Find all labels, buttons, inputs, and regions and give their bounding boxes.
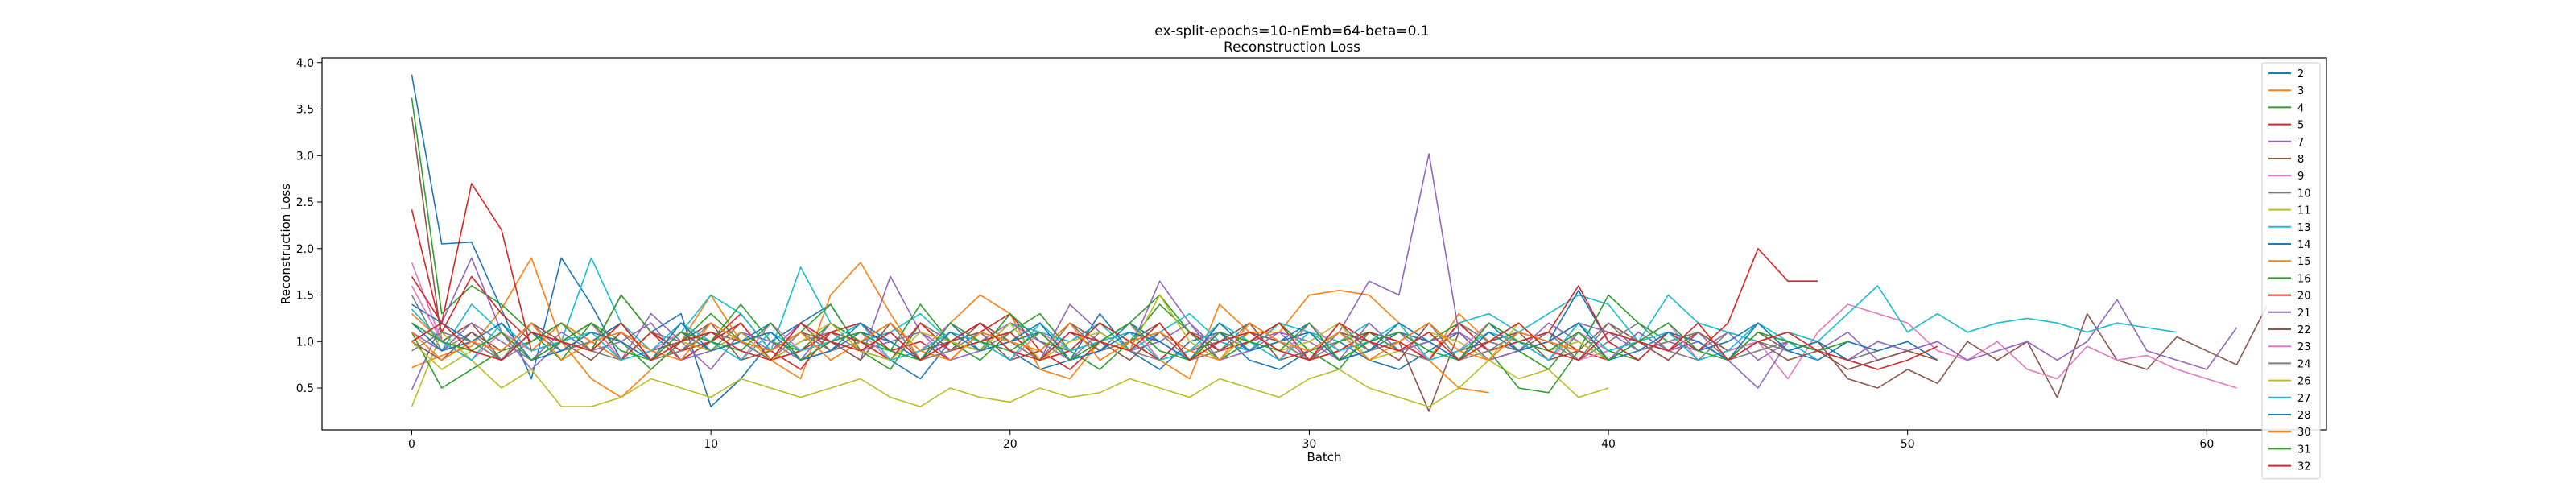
chart-title: ex-split-epochs=10-nEmb=64-beta=0.1	[1154, 23, 1429, 39]
legend-label-16: 16	[2297, 273, 2311, 285]
y-axis: 0.5 1.0 1.5 2.0 2.5 3.0 3.5 4.0	[296, 57, 322, 395]
plot-frame	[321, 57, 2327, 431]
legend-label-5: 5	[2297, 120, 2304, 132]
x-tick-label-10: 10	[704, 438, 718, 451]
series-line-10	[411, 295, 1878, 361]
legend-label-23: 23	[2297, 341, 2311, 353]
legend-label-15: 15	[2297, 256, 2311, 268]
legend-label-32: 32	[2297, 461, 2311, 473]
legend-label-27: 27	[2297, 393, 2311, 405]
series-line-13	[411, 257, 2178, 352]
y-tick-label-6: 3.5	[296, 104, 314, 117]
y-axis-label: Reconstruction Loss	[279, 184, 293, 304]
legend-label-2: 2	[2297, 68, 2304, 80]
y-tick-label-0: 0.5	[296, 382, 314, 395]
legend-label-14: 14	[2297, 239, 2311, 251]
series-line-32	[411, 322, 1938, 370]
x-tick-label-20: 20	[1003, 438, 1018, 451]
x-axis-label: Batch	[1307, 450, 1341, 464]
series-layer	[411, 74, 2268, 412]
series-line-11	[411, 331, 1609, 407]
legend-label-8: 8	[2297, 154, 2304, 166]
series-line-21	[411, 299, 2238, 389]
legend-label-9: 9	[2297, 171, 2304, 183]
series-line-2	[411, 74, 1519, 407]
chart-subtitle: Reconstruction Loss	[1224, 39, 1360, 56]
legend-label-30: 30	[2297, 427, 2311, 439]
y-tick-label-3: 2.0	[296, 243, 314, 256]
legend-label-21: 21	[2297, 308, 2311, 320]
series-line-7	[411, 153, 1908, 390]
y-tick-label-2: 1.5	[296, 290, 314, 303]
series-line-16	[411, 294, 1699, 394]
x-tick-label-0: 0	[408, 438, 415, 451]
series-line-27	[411, 308, 1818, 361]
y-tick-label-5: 3.0	[296, 150, 314, 163]
legend-label-3: 3	[2297, 85, 2304, 97]
x-tick-label-30: 30	[1302, 438, 1317, 451]
x-tick-label-40: 40	[1601, 438, 1616, 451]
legend-label-28: 28	[2297, 410, 2311, 422]
x-tick-label-50: 50	[1901, 438, 1915, 451]
series-line-8	[411, 116, 2268, 412]
legend-label-24: 24	[2297, 358, 2311, 370]
legend-label-11: 11	[2297, 205, 2311, 217]
y-tick-label-1: 1.0	[296, 336, 314, 349]
y-tick-label-7: 4.0	[296, 57, 314, 70]
legend: 2345789101113141516202122232426272830313…	[2261, 62, 2321, 480]
x-tick-label-60: 60	[2199, 438, 2214, 451]
legend-label-31: 31	[2297, 444, 2311, 456]
legend-label-7: 7	[2297, 137, 2304, 149]
legend-label-4: 4	[2297, 102, 2304, 114]
y-tick-label-4: 2.5	[296, 196, 314, 209]
legend-label-20: 20	[2297, 291, 2311, 303]
legend-label-13: 13	[2297, 222, 2311, 234]
x-axis: 0 10 20 30 40 50 60	[408, 430, 2214, 451]
legend-box	[2261, 62, 2321, 480]
series-line-3	[411, 257, 1519, 398]
legend-label-22: 22	[2297, 324, 2311, 336]
legend-label-10: 10	[2297, 188, 2311, 200]
legend-label-26: 26	[2297, 376, 2311, 388]
